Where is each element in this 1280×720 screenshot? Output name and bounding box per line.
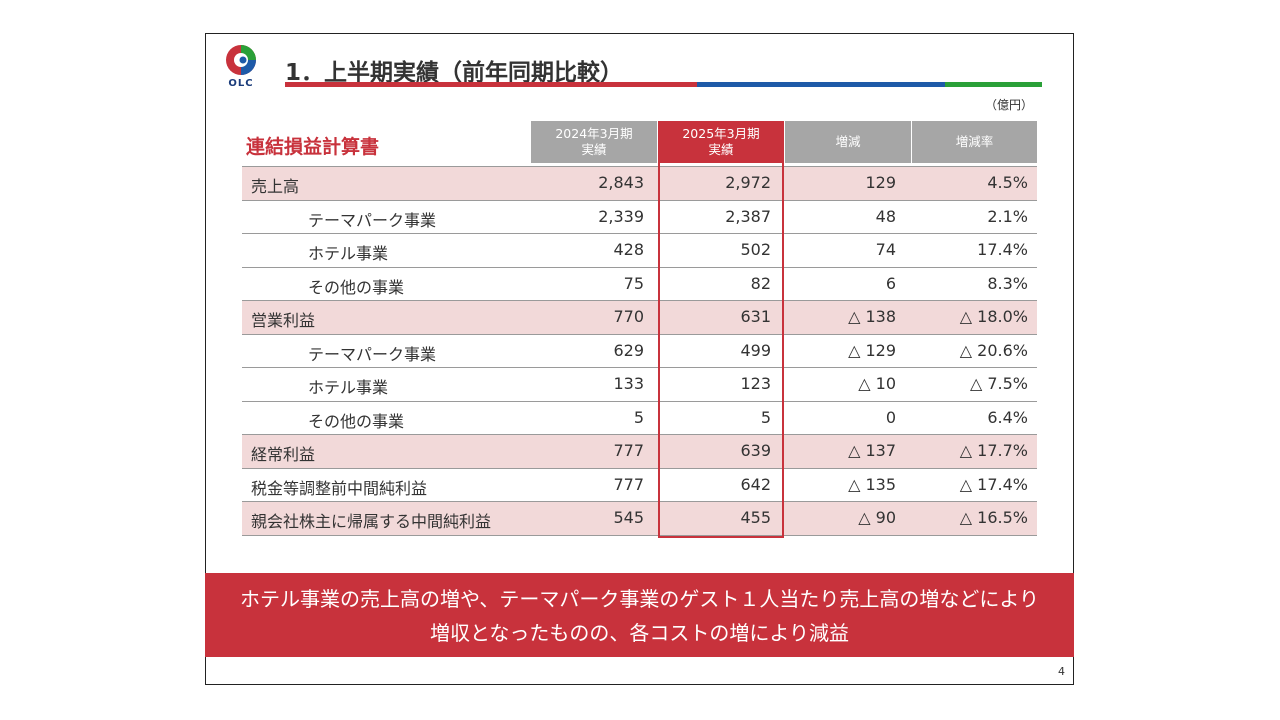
column-header-fy2025: 2025年3月期 実績: [658, 121, 784, 163]
table-row: 親会社株主に帰属する中間純利益 545 455 △ 90 △ 16.5%: [242, 502, 1037, 536]
column-header-line: 増減: [835, 134, 861, 149]
row-label: テーマパーク事業: [308, 344, 437, 364]
column-header-change: 増減: [785, 121, 911, 163]
olc-logo: OLC: [218, 44, 264, 92]
table-top-rule: [242, 166, 1037, 167]
cell-fy2024: 770: [613, 307, 644, 326]
summary-line-2: 増収となったものの、各コストの増により減益: [430, 621, 849, 645]
cell-change-rate: 17.4%: [977, 240, 1028, 259]
table-row: 経常利益 777 639 △ 137 △ 17.7%: [242, 435, 1037, 469]
table-row: 税金等調整前中間純利益 777 642 △ 135 △ 17.4%: [242, 469, 1037, 502]
cell-change-rate: △ 17.7%: [959, 441, 1028, 460]
cell-change-rate: △ 7.5%: [969, 374, 1028, 393]
column-header-fy2024: 2024年3月期 実績: [531, 121, 657, 163]
page-number: 4: [1058, 665, 1065, 678]
row-label: ホテル事業: [308, 244, 389, 263]
table-row: 売上高 2,843 2,972 129 4.5%: [242, 167, 1037, 201]
cell-fy2025: 2,387: [725, 206, 771, 226]
table-row: テーマパーク事業 2,339 2,387 48 2.1%: [242, 201, 1037, 234]
cell-fy2025: 499: [740, 340, 771, 360]
cell-fy2024: 2,843: [598, 173, 644, 192]
table-row: その他の事業 5 5 0 6.4%: [242, 402, 1037, 435]
cell-fy2024: 545: [613, 508, 644, 527]
cell-fy2024: 629: [613, 340, 644, 360]
table-row: テーマパーク事業 629 499 △ 129 △ 20.6%: [242, 335, 1037, 368]
cell-change-rate: △ 16.5%: [959, 508, 1028, 527]
cell-fy2025: 2,972: [725, 173, 771, 192]
row-label: その他の事業: [308, 411, 405, 431]
cell-change-rate: 4.5%: [987, 173, 1028, 192]
cell-change: 74: [875, 240, 896, 259]
cell-change-rate: 6.4%: [987, 407, 1028, 427]
cell-change: △ 135: [848, 474, 896, 494]
cell-fy2025: 455: [740, 508, 771, 527]
cell-fy2025: 82: [750, 273, 771, 293]
cell-change-rate: △ 18.0%: [959, 307, 1028, 326]
row-label: 経常利益: [251, 445, 316, 464]
cell-change: 0: [885, 407, 896, 427]
cell-fy2024: 5: [633, 407, 644, 427]
cell-change: △ 137: [848, 441, 896, 460]
cell-fy2025: 639: [740, 441, 771, 460]
table-row: ホテル事業 133 123 △ 10 △ 7.5%: [242, 368, 1037, 402]
cell-change-rate: △ 17.4%: [959, 474, 1028, 494]
column-header-line: 2024年3月期: [555, 126, 633, 141]
cell-fy2025: 631: [740, 307, 771, 326]
column-header-line: 実績: [581, 142, 607, 157]
cell-fy2025: 502: [740, 240, 771, 259]
title-underline: [285, 82, 1042, 87]
cell-fy2025: 123: [740, 374, 771, 393]
unit-label: （億円）: [985, 98, 1034, 112]
row-label: その他の事業: [308, 277, 405, 297]
column-header-line: 実績: [708, 142, 734, 157]
cell-fy2024: 133: [613, 374, 644, 393]
table-row: 営業利益 770 631 △ 138 △ 18.0%: [242, 301, 1037, 335]
row-label: 親会社株主に帰属する中間純利益: [251, 512, 492, 531]
row-label: ホテル事業: [308, 378, 389, 397]
cell-change: △ 138: [848, 307, 896, 326]
cell-change: △ 129: [848, 340, 896, 360]
cell-change: 129: [865, 173, 896, 192]
cell-fy2024: 428: [613, 240, 644, 259]
summary-banner: ホテル事業の売上高の増や、テーマパーク事業のゲスト１人当たり売上高の増などにより…: [205, 573, 1074, 657]
cell-fy2025: 642: [740, 474, 771, 494]
cell-change: △ 90: [858, 508, 896, 527]
cell-fy2025: 5: [760, 407, 771, 427]
cell-change: 6: [885, 273, 896, 293]
cell-change: 48: [875, 206, 896, 226]
cell-change-rate: 8.3%: [987, 273, 1028, 293]
logo-text: OLC: [228, 78, 254, 89]
column-header-change-rate: 増減率: [912, 121, 1037, 163]
row-label: 営業利益: [251, 311, 316, 330]
cell-change-rate: △ 20.6%: [959, 340, 1028, 360]
cell-fy2024: 777: [613, 441, 644, 460]
olc-logo-icon: [226, 45, 256, 75]
income-statement-table: 売上高 2,843 2,972 129 4.5% テーマパーク事業 2,339 …: [242, 167, 1037, 536]
cell-fy2024: 777: [613, 474, 644, 494]
page-title: 1．上半期実績（前年同期比較）: [285, 60, 624, 86]
row-label: テーマパーク事業: [308, 210, 437, 230]
row-label: 税金等調整前中間純利益: [251, 478, 428, 498]
row-label: 売上高: [251, 177, 300, 196]
table-row: その他の事業 75 82 6 8.3%: [242, 268, 1037, 301]
cell-change-rate: 2.1%: [987, 206, 1028, 226]
summary-line-1: ホテル事業の売上高の増や、テーマパーク事業のゲスト１人当たり売上高の増などにより: [240, 587, 1039, 611]
cell-fy2024: 2,339: [598, 206, 644, 226]
column-header-line: 増減率: [955, 134, 994, 149]
income-statement-title: 連結損益計算書: [246, 136, 380, 158]
column-header-line: 2025年3月期: [682, 126, 760, 141]
table-row: ホテル事業 428 502 74 17.4%: [242, 234, 1037, 268]
cell-change: △ 10: [858, 374, 896, 393]
cell-fy2024: 75: [623, 273, 644, 293]
